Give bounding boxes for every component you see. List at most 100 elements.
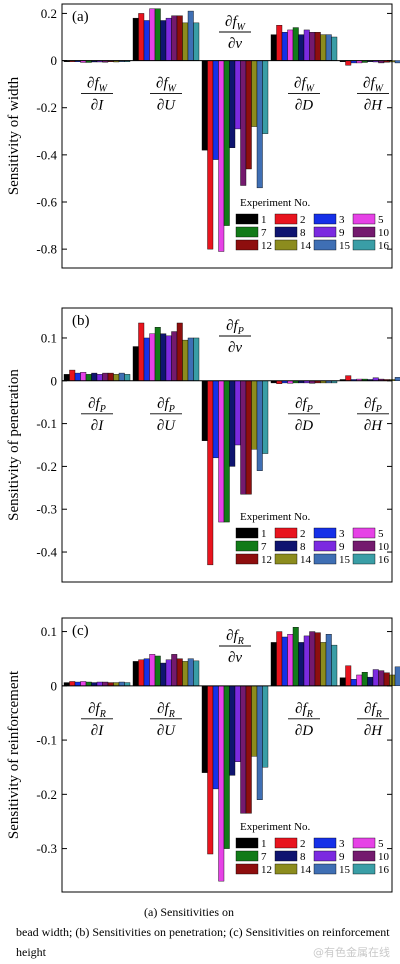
- group-label-d: ∂fW ∂D: [288, 76, 320, 114]
- bar: [96, 681, 103, 687]
- bar: [149, 8, 156, 61]
- bar: [223, 60, 230, 226]
- legend-label: 10: [378, 851, 390, 863]
- legend-swatch: [274, 837, 298, 849]
- legend-label: 2: [300, 214, 306, 226]
- legend-swatch: [352, 540, 376, 552]
- y-tick-label: -0.3: [36, 502, 57, 517]
- bar: [218, 380, 225, 523]
- legend-swatch: [352, 213, 376, 225]
- group-label-i: ∂fW ∂I: [81, 76, 113, 114]
- bar: [339, 677, 346, 687]
- bar: [234, 380, 241, 446]
- y-tick-label: -0.3: [36, 841, 57, 856]
- legend-label: 16: [378, 554, 390, 566]
- legend-swatch: [313, 239, 337, 251]
- bar: [325, 634, 332, 687]
- legend-swatch: [235, 553, 259, 565]
- group-label-i: ∂fP ∂I: [81, 396, 113, 434]
- group-label-v: ∂fP ∂v: [219, 318, 251, 356]
- bar: [176, 658, 183, 687]
- bar: [187, 337, 194, 381]
- group-label-denominator: ∂U: [157, 98, 176, 114]
- legend-label: 10: [378, 541, 390, 553]
- legend-swatch: [274, 213, 298, 225]
- legend-swatch: [313, 213, 337, 225]
- bar: [176, 15, 183, 61]
- bar: [154, 655, 161, 687]
- bar: [207, 60, 214, 250]
- bar: [201, 685, 208, 773]
- legend-swatch: [352, 863, 376, 875]
- legend-label: 10: [378, 227, 390, 239]
- y-tick-label: 0.1: [41, 624, 57, 639]
- bar: [165, 335, 172, 381]
- bar: [212, 380, 219, 459]
- legend-swatch: [274, 863, 298, 875]
- bar: [240, 60, 247, 186]
- bar: [325, 34, 332, 61]
- group-label-u: ∂fR ∂U: [150, 701, 182, 739]
- caption-line-1: (a) Sensitivities on: [144, 905, 234, 919]
- legend-label: 15: [339, 864, 351, 876]
- legend-label: 7: [261, 541, 267, 553]
- legend-label: 8: [300, 851, 306, 863]
- legend-swatch: [235, 527, 259, 539]
- group-label-denominator: ∂v: [228, 340, 242, 356]
- bar: [113, 374, 120, 381]
- bar: [240, 685, 247, 814]
- group-label-denominator: ∂D: [295, 723, 313, 739]
- y-tick-label: -0.4: [36, 545, 57, 560]
- bar: [234, 685, 241, 762]
- legend-swatch: [352, 226, 376, 238]
- group-label-numerator: ∂fR: [88, 701, 106, 720]
- bar: [218, 60, 225, 252]
- legend-swatch: [313, 837, 337, 849]
- bar: [345, 665, 352, 687]
- legend-label: 14: [300, 554, 312, 566]
- legend-swatch: [235, 837, 259, 849]
- plot-frame: [61, 617, 393, 893]
- bar: [143, 20, 150, 61]
- legend-swatch: [313, 540, 337, 552]
- bar: [394, 666, 400, 687]
- bar: [345, 375, 352, 381]
- legend-label: 7: [261, 851, 267, 863]
- bar: [331, 644, 338, 687]
- bar: [276, 25, 283, 61]
- legend-label: 12: [261, 240, 272, 252]
- bar: [193, 337, 200, 381]
- legend-swatch: [235, 213, 259, 225]
- y-axis-label: Sensitivity of width: [6, 76, 22, 195]
- bar: [165, 17, 172, 61]
- bar: [240, 380, 247, 495]
- legend-label: 9: [339, 227, 345, 239]
- bar: [193, 660, 200, 687]
- group-label-denominator: ∂I: [91, 723, 104, 739]
- y-tick-label: -0.1: [36, 416, 57, 431]
- bar: [345, 60, 352, 66]
- legend-swatch: [274, 850, 298, 862]
- legend-label: 3: [339, 214, 345, 226]
- bar: [356, 674, 363, 687]
- plot-frame: [61, 307, 393, 583]
- bar: [281, 32, 288, 61]
- legend-swatch: [313, 527, 337, 539]
- legend-swatch: [313, 553, 337, 565]
- bar: [320, 642, 327, 687]
- bar: [107, 372, 114, 381]
- legend-title: Experiment No.: [240, 511, 311, 523]
- bar: [309, 631, 316, 687]
- bar: [85, 681, 92, 687]
- bar: [245, 380, 252, 495]
- group-label-numerator: ∂fP: [226, 318, 244, 337]
- group-label-denominator: ∂H: [364, 723, 383, 739]
- bar: [287, 29, 294, 61]
- legend-label: 5: [378, 838, 384, 850]
- bar: [303, 29, 310, 61]
- y-tick-label: -0.6: [36, 195, 57, 210]
- legend-label: 5: [378, 214, 384, 226]
- y-tick-label: 0: [51, 678, 58, 693]
- bar: [85, 374, 92, 381]
- legend-label: 1: [261, 838, 267, 850]
